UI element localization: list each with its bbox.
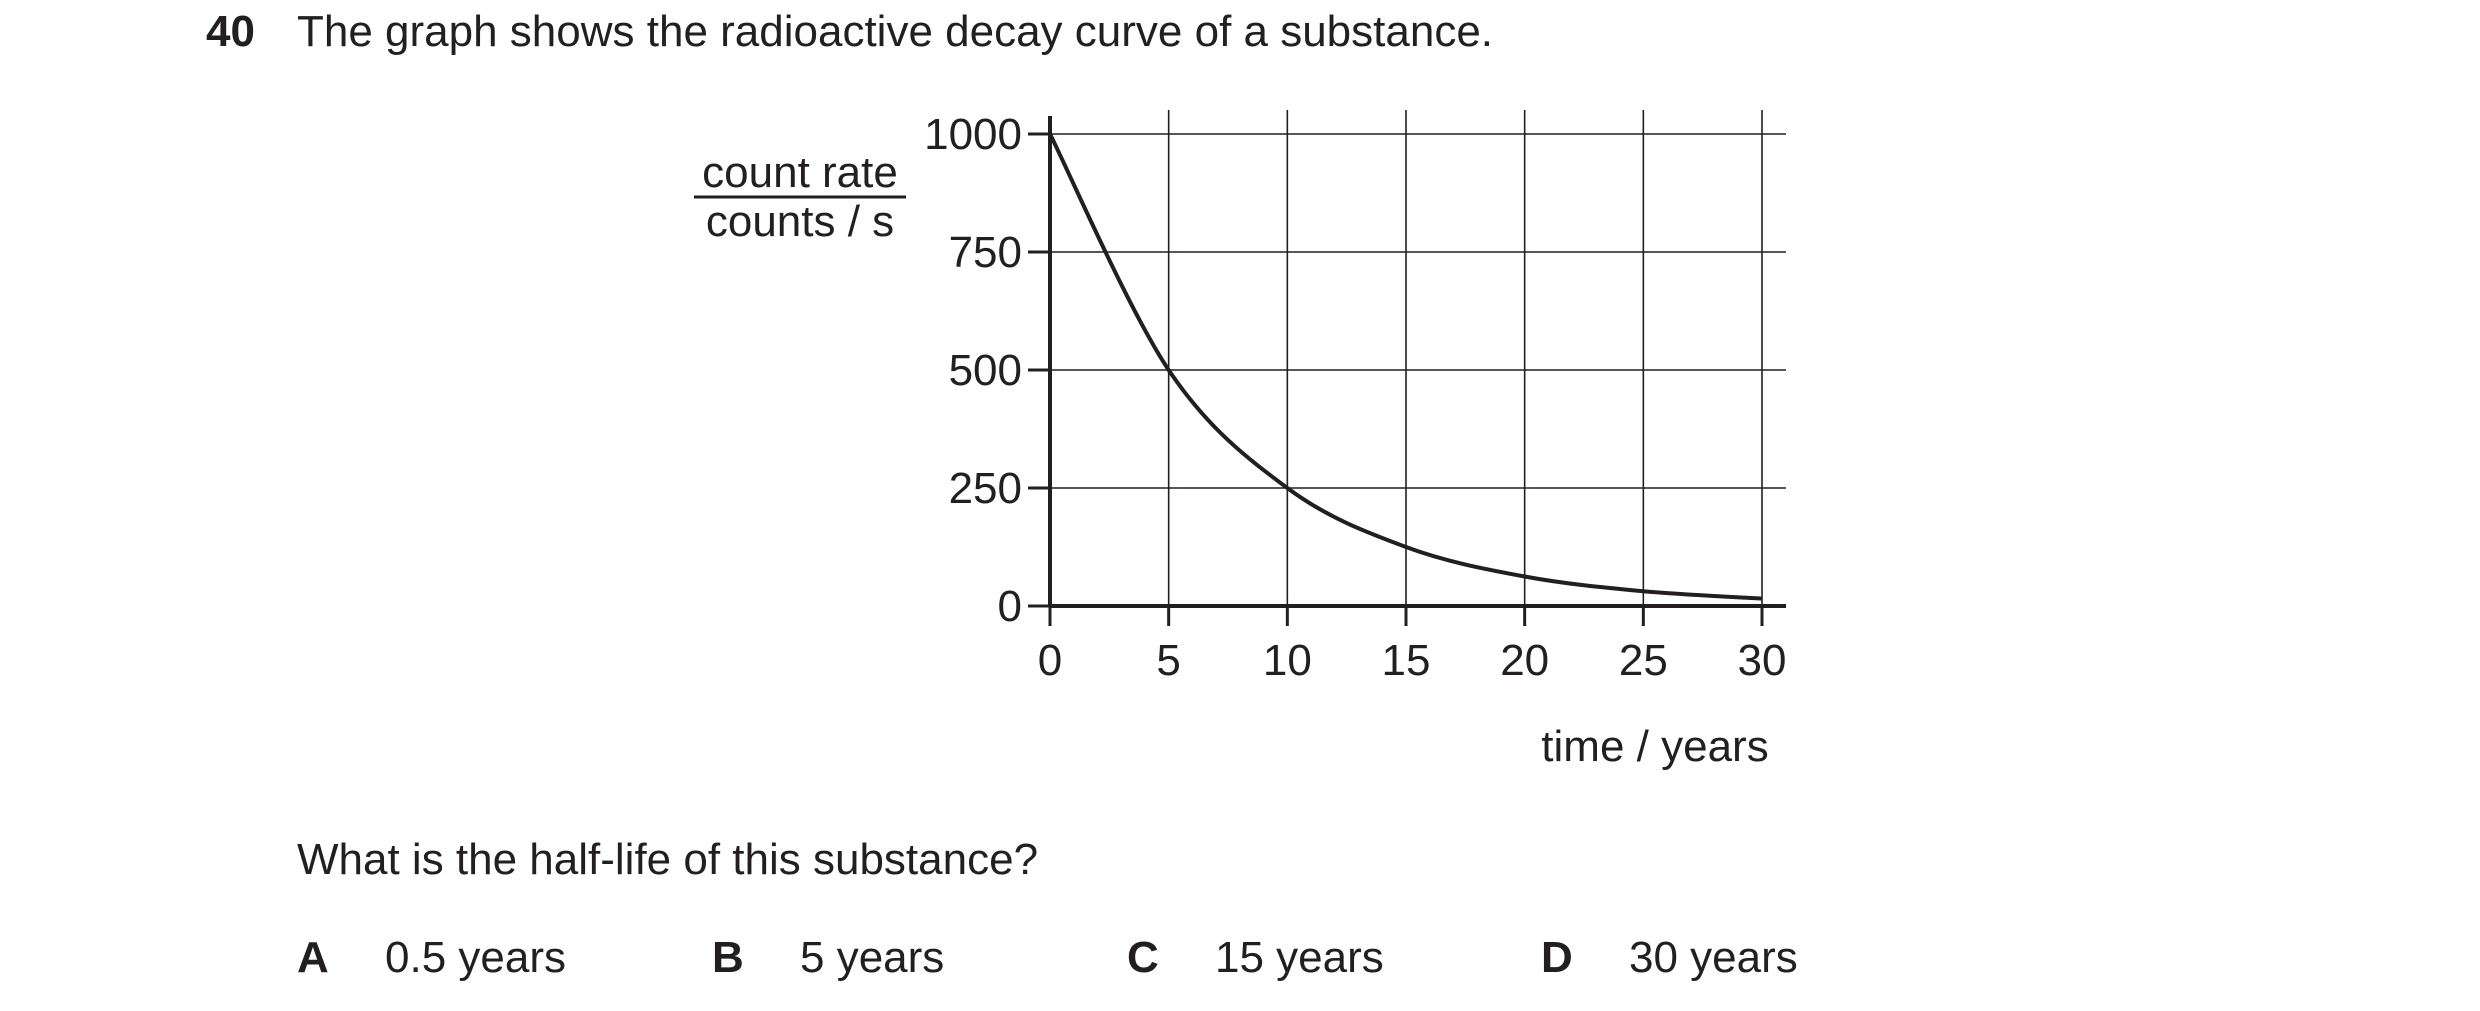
x-tick-label: 10 [1263,636,1312,685]
y-tick-label: 1000 [924,110,1022,159]
y-tick-label: 500 [949,346,1022,395]
option-b[interactable]: B 5 years [712,928,944,988]
option-text: 30 years [1629,933,1798,982]
x-axis-label: time / years [1541,722,1768,771]
option-letter: C [1127,933,1159,982]
decay-curve-line [1048,133,1763,601]
decay-curve [1048,133,1763,601]
decay-graph: 0 250 500 750 1000 0 5 10 15 20 25 30 count rate co… [694,110,1786,771]
option-d[interactable]: D 30 years [1541,928,1798,988]
question-number: 40 [206,7,255,56]
option-c[interactable]: C 15 years [1127,928,1384,988]
y-tick-label: 0 [998,582,1022,631]
option-text: 15 years [1215,933,1384,982]
y-tick-label: 250 [949,464,1022,513]
x-tick-label: 30 [1738,636,1787,685]
question-stem: The graph shows the radioactive decay cu… [297,7,1494,56]
option-text: 0.5 years [385,933,566,982]
y-axis-label-top: count rate [702,148,898,197]
grid-lines [1050,110,1786,606]
tick-labels: 0 250 500 750 1000 0 5 10 15 20 25 30 [924,110,1786,685]
x-tick-label: 0 [1038,636,1062,685]
axes [1048,116,1786,608]
question-prompt: What is the half-life of this substance? [297,835,1039,884]
x-tick-label: 5 [1156,636,1180,685]
option-letter: B [712,933,744,982]
y-axis-label-bottom: counts / s [706,197,894,246]
option-letter: A [297,933,329,982]
option-a[interactable]: A 0.5 years [297,928,566,988]
x-tick-label: 20 [1500,636,1549,685]
x-tick-label: 25 [1619,636,1668,685]
axis-ticks [1028,132,1764,626]
option-text: 5 years [800,933,945,982]
x-tick-label: 15 [1382,636,1431,685]
option-letter: D [1541,933,1573,982]
y-tick-label: 750 [949,228,1022,277]
